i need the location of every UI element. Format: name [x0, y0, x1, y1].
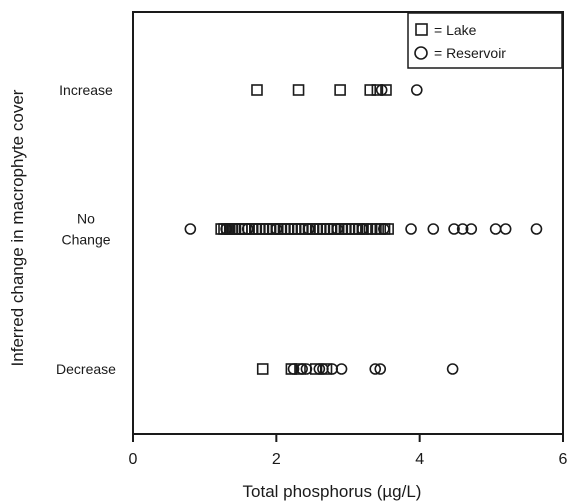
- lake-point: [251, 84, 263, 96]
- lake-point: [285, 223, 298, 235]
- reservoir-point: [313, 363, 326, 375]
- reservoir-point: [369, 363, 382, 375]
- reservoir-point: [427, 223, 440, 235]
- reservoir-point: [300, 363, 313, 375]
- lake-point: [292, 223, 305, 235]
- lake-point: [292, 84, 305, 96]
- reservoir-point: [335, 363, 348, 375]
- reservoir-point: [296, 363, 308, 375]
- data-points: [184, 84, 543, 375]
- x-tick-label: 4: [415, 451, 424, 468]
- y-axis-title-group: Inferred change in macrophyte cover: [8, 89, 27, 366]
- lake-point: [342, 223, 355, 235]
- y-category-label-decrease: Decrease: [56, 361, 116, 377]
- lake-point: [380, 84, 392, 96]
- legend: = Lake = Reservoir: [407, 12, 563, 69]
- reservoir-point: [489, 223, 502, 235]
- x-axis-title: Total phosphorus (µg/L): [243, 482, 422, 501]
- lake-point: [334, 84, 346, 96]
- x-tick-label: 2: [272, 451, 281, 468]
- reservoir-point: [331, 223, 344, 235]
- lake-point: [317, 223, 330, 235]
- reservoir-point: [356, 223, 369, 235]
- legend-label-reservoir: = Reservoir: [434, 45, 506, 61]
- reservoir-point: [456, 223, 469, 235]
- reservoir-point: [446, 363, 459, 375]
- reservoir-point: [448, 223, 460, 235]
- y-category-label-nochange: Change: [61, 232, 110, 248]
- y-axis-title: Inferred change in macrophyte cover: [8, 89, 27, 366]
- lake-point: [260, 223, 273, 235]
- legend-box: [407, 12, 563, 69]
- lake-point: [281, 223, 294, 235]
- reservoir-point: [499, 223, 512, 235]
- reservoir-point: [302, 223, 315, 235]
- lake-point: [364, 84, 377, 96]
- x-tick-label: 6: [559, 451, 568, 468]
- lake-point: [256, 363, 269, 375]
- reservoir-point: [374, 363, 387, 375]
- lake-point: [346, 223, 359, 235]
- lake-point: [320, 363, 333, 375]
- y-category-labels: Increase No Change Decrease: [56, 82, 116, 377]
- lake-point: [382, 223, 394, 235]
- reservoir-point: [378, 223, 390, 235]
- reservoir-point: [287, 363, 300, 375]
- reservoir-point: [410, 84, 423, 96]
- reservoir-point: [220, 223, 232, 235]
- y-category-label-increase: Increase: [59, 82, 113, 98]
- legend-circle-marker: [414, 46, 428, 60]
- plot-frame: [132, 11, 564, 435]
- reservoir-point: [270, 223, 283, 235]
- reservoir-point: [184, 223, 197, 235]
- legend-square-marker: [415, 23, 428, 36]
- reservoir-point: [241, 223, 254, 235]
- lake-point: [321, 223, 334, 235]
- x-axis-ticks: 0 2 4 6: [129, 434, 568, 468]
- lake-point: [256, 223, 269, 235]
- y-category-label-nochange: No: [77, 211, 95, 227]
- lake-point: [371, 84, 384, 96]
- lake-point: [253, 223, 265, 235]
- legend-label-lake: = Lake: [434, 22, 477, 38]
- lake-point: [289, 223, 301, 235]
- reservoir-point: [465, 223, 478, 235]
- reservoir-point: [530, 223, 543, 235]
- reservoir-point: [405, 223, 417, 235]
- reservoir-point: [375, 84, 388, 96]
- x-tick-label: 0: [129, 451, 138, 468]
- lake-point: [314, 223, 326, 235]
